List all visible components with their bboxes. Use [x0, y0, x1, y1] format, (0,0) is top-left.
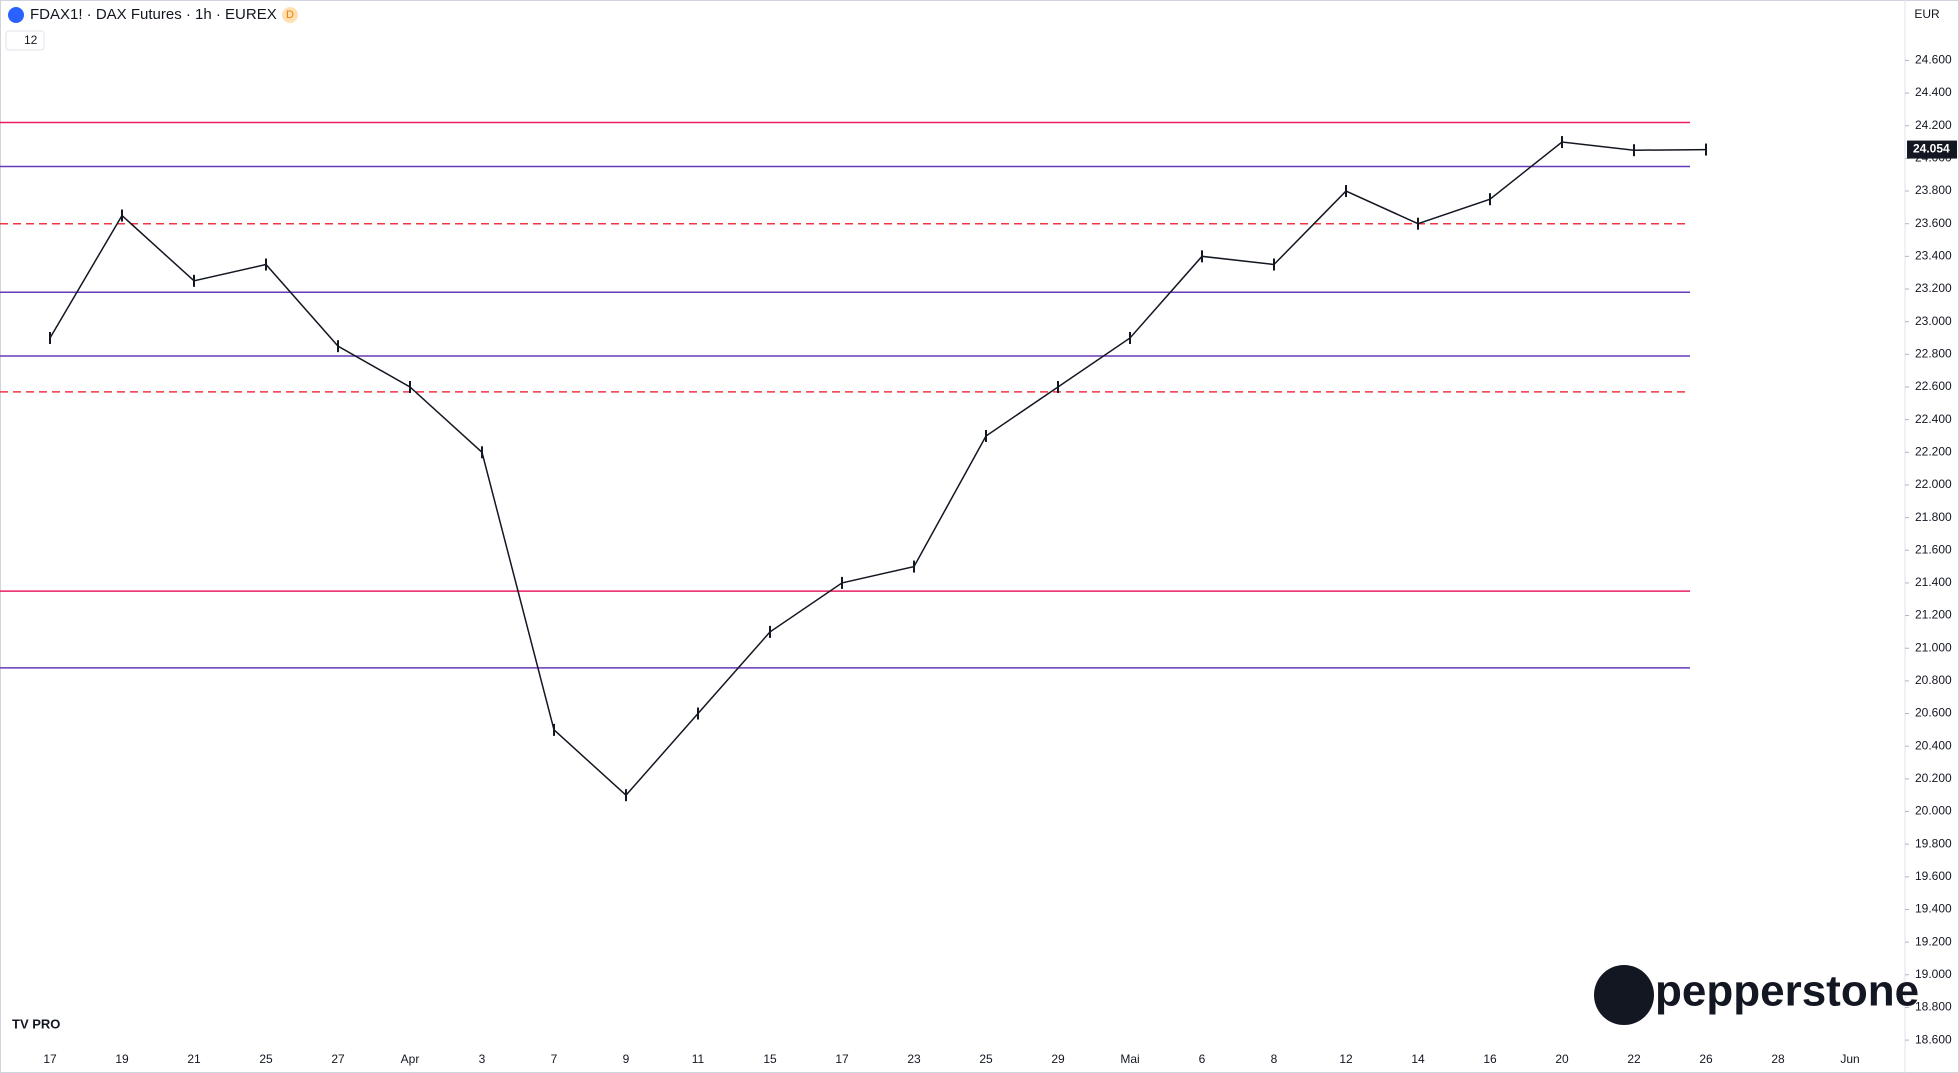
last-price-bg: [1907, 140, 1957, 159]
x-tick-label: 26: [1699, 1052, 1713, 1066]
y-tick-label: 24.200: [1915, 118, 1952, 132]
price-line: [49, 141, 1707, 797]
x-tick-label: 23: [907, 1052, 921, 1066]
y-tick-label: 21.400: [1915, 575, 1952, 589]
y-tick-label: 21.800: [1915, 510, 1952, 524]
x-tick-label: 17: [835, 1052, 849, 1066]
y-tick-label: 19.600: [1915, 869, 1952, 883]
badge: D: [286, 9, 294, 21]
badge-bg: [282, 7, 298, 23]
price-bar: [1417, 217, 1419, 230]
y-tick-label: 18.800: [1915, 1000, 1952, 1014]
price-bar: [769, 625, 771, 638]
price-bar: [841, 576, 843, 589]
chart-title: FDAX1! · DAX Futures · 1h · EUREX: [30, 6, 277, 23]
x-tick-label: 15: [763, 1052, 777, 1066]
y-tick-label: 19.800: [1915, 836, 1952, 850]
y-tick-label: 24.400: [1915, 85, 1952, 99]
y-tick-label: 20.200: [1915, 771, 1952, 785]
interval-count: 12: [24, 33, 38, 47]
x-tick-label: Mai: [1120, 1052, 1139, 1066]
x-tick-label: 3: [479, 1052, 486, 1066]
y-tick-label: 23.400: [1915, 249, 1952, 263]
price-bar: [625, 789, 627, 802]
x-tick-label: 27: [331, 1052, 345, 1066]
x-tick-label: 11: [692, 1052, 705, 1066]
y-tick-label: 19.200: [1915, 934, 1952, 948]
price-bar: [985, 429, 987, 442]
y-tick-label: 22.000: [1915, 477, 1952, 491]
x-tick-label: 20: [1555, 1052, 1569, 1066]
y-tick-label: 23.000: [1915, 314, 1952, 328]
price-bar: [265, 258, 267, 271]
price-bar: [1129, 331, 1131, 344]
y-tick-label: 18.600: [1915, 1032, 1952, 1046]
x-tick-label: 14: [1411, 1052, 1425, 1066]
price-bar: [1201, 250, 1203, 263]
x-tick-label: Apr: [401, 1052, 420, 1066]
x-tick-label: 17: [43, 1052, 57, 1066]
y-tick-label: 20.000: [1915, 804, 1952, 818]
price-bar: [49, 331, 51, 344]
y-tick-label: 22.800: [1915, 346, 1952, 360]
price-bar: [121, 209, 123, 222]
x-tick-label: Jun: [1840, 1052, 1859, 1066]
x-tick-label: 25: [979, 1052, 993, 1066]
price-bar: [1633, 144, 1635, 157]
indicator-toggle[interactable]: [5, 30, 45, 51]
x-tick-label: 7: [551, 1052, 558, 1066]
price-bar: [1561, 136, 1563, 149]
y-tick-label: 23.200: [1915, 281, 1952, 295]
y-tick-label: 20.600: [1915, 706, 1952, 720]
y-tick-label: 20.400: [1915, 738, 1952, 752]
price-bar: [1705, 143, 1707, 156]
platform-badge: TV PRO: [12, 1016, 60, 1031]
x-tick-label: 28: [1771, 1052, 1785, 1066]
currency[interactable]: EUR: [1914, 7, 1940, 21]
price-bar: [697, 707, 699, 720]
price-bar: [553, 723, 555, 736]
y-tick-label: 21.600: [1915, 542, 1952, 556]
y-tick-label: 23.600: [1915, 216, 1952, 230]
y-tick-label: 19.000: [1915, 967, 1952, 981]
y-tick-label: 22.200: [1915, 444, 1952, 458]
x-tick-label: 16: [1483, 1052, 1497, 1066]
x-tick-label: 22: [1627, 1052, 1641, 1066]
y-tick-label: 21.200: [1915, 608, 1952, 622]
x-tick-label: 6: [1199, 1052, 1206, 1066]
y-tick-label: 22.600: [1915, 379, 1952, 393]
brand: pepperstone: [1655, 967, 1919, 1016]
x-tick-label: 12: [1339, 1052, 1353, 1066]
y-tick-label: 21.000: [1915, 640, 1952, 654]
x-tick-label: 9: [623, 1052, 630, 1066]
price-bar: [1489, 193, 1491, 206]
price-bar: [337, 340, 339, 353]
price-bar: [1057, 380, 1059, 393]
x-tick-label: 25: [259, 1052, 273, 1066]
brand-logo: [1594, 965, 1654, 1025]
last-price-label: 24.054: [1913, 142, 1950, 156]
y-tick-label: 20.800: [1915, 673, 1952, 687]
x-tick-label: 21: [187, 1052, 201, 1066]
price-bar: [913, 560, 915, 573]
price-bar: [409, 380, 411, 393]
price-bar: [193, 274, 195, 287]
y-tick-label: 22.400: [1915, 412, 1952, 426]
price-bar: [1273, 258, 1275, 271]
x-tick-label: 8: [1271, 1052, 1278, 1066]
x-tick-label: 19: [115, 1052, 129, 1066]
y-tick-label: 24.600: [1915, 53, 1952, 67]
x-tick-label: 29: [1051, 1052, 1065, 1066]
price-bar: [1345, 185, 1347, 198]
y-tick-label: 23.800: [1915, 183, 1952, 197]
price-bar: [481, 446, 483, 459]
symbol-icon[interactable]: [8, 7, 24, 23]
y-tick-label: 19.400: [1915, 902, 1952, 916]
